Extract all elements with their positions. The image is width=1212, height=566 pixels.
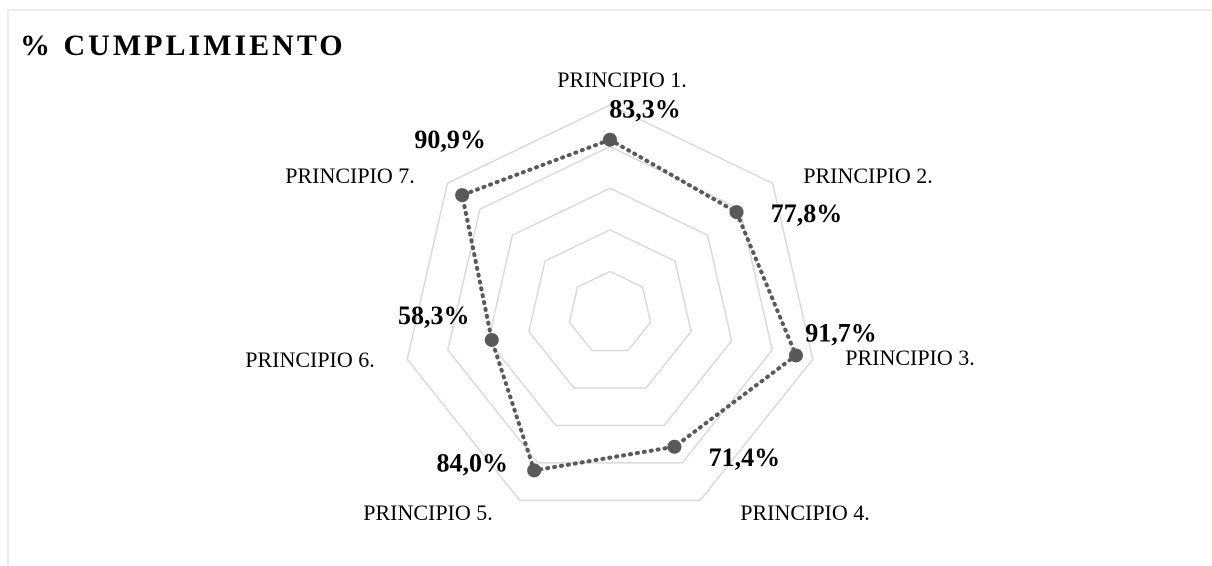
grid-ring [528, 228, 692, 389]
category-label: PRINCIPIO 3. [845, 345, 975, 370]
category-label: PRINCIPIO 6. [245, 347, 375, 372]
category-label: PRINCIPIO 1. [557, 67, 687, 92]
chart-title: % CUMPLIMIENTO [20, 29, 346, 62]
point-marker [788, 348, 803, 363]
value-label: 91,7% [805, 318, 877, 347]
value-label: 58,3% [398, 301, 470, 330]
grid-ring [487, 187, 733, 427]
value-label: 90,9% [414, 125, 486, 154]
point-marker [603, 132, 617, 147]
point-marker [527, 463, 542, 478]
value-label: 71,4% [709, 443, 781, 472]
point-marker [729, 205, 744, 220]
point-marker [455, 188, 470, 203]
value-label: 84,0% [436, 448, 508, 477]
point-marker [484, 332, 499, 347]
category-label: PRINCIPIO 7. [285, 163, 415, 188]
grid-ring [406, 104, 814, 502]
value-label: 77,8% [771, 199, 843, 228]
category-label: PRINCIPIO 5. [363, 500, 493, 525]
point-marker [667, 439, 682, 454]
value-label: 83,3% [609, 95, 681, 124]
category-label: PRINCIPIO 2. [803, 163, 933, 188]
series-line [459, 137, 799, 473]
category-label: PRINCIPIO 4. [740, 500, 870, 525]
grid-ring [568, 270, 652, 352]
